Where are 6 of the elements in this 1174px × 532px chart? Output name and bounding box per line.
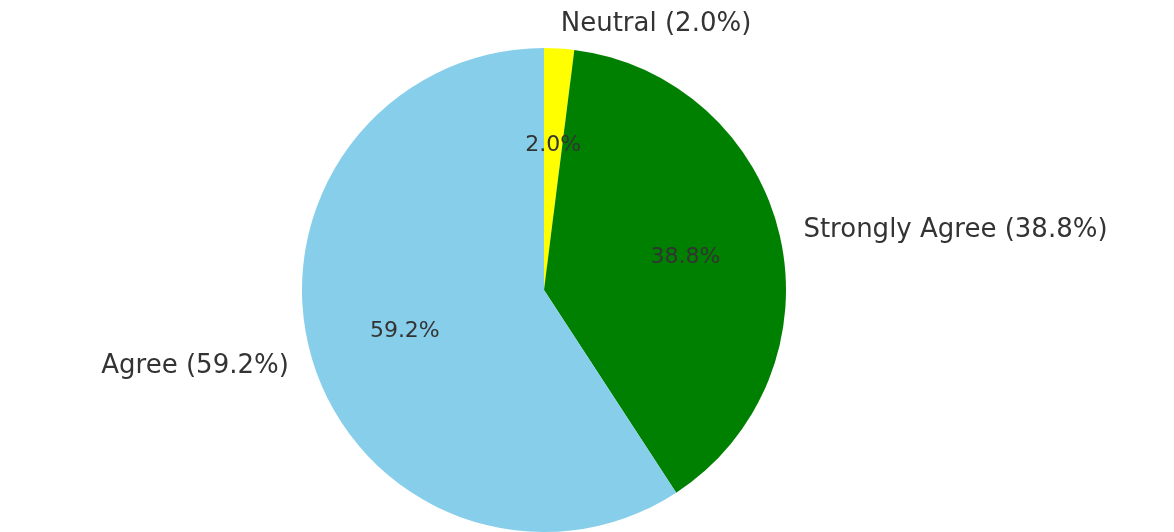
data-label: 2.0% (525, 130, 582, 156)
data-label: 59.2% (369, 317, 440, 343)
data-label: 38.8% (650, 243, 721, 269)
slice-label: Strongly Agree (38.8%) (803, 213, 1108, 244)
slice-label: Neutral (2.0%) (560, 7, 752, 38)
slice-label: Agree (59.2%) (101, 348, 289, 379)
